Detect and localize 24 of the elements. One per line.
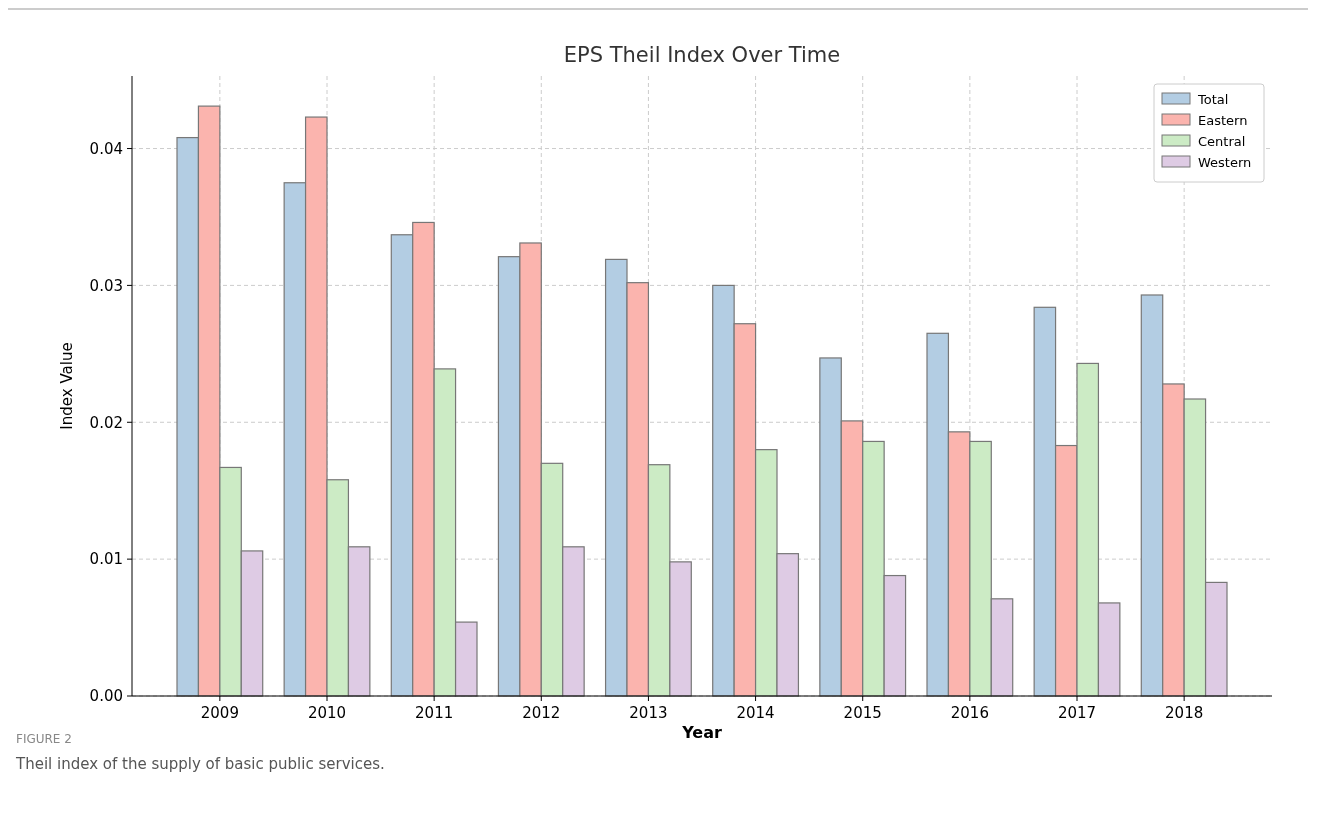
y-tick-label: 0.01 bbox=[89, 550, 123, 569]
x-tick-label: 2009 bbox=[200, 704, 239, 722]
legend-label: Western bbox=[1198, 154, 1252, 170]
x-tick-label: 2015 bbox=[843, 704, 882, 722]
x-tick-label: 2013 bbox=[629, 704, 668, 722]
y-tick-label: 0.04 bbox=[89, 139, 123, 158]
x-tick-label: 2010 bbox=[307, 704, 347, 722]
x-tick-label: 2014 bbox=[736, 704, 775, 722]
legend-label: Eastern bbox=[1198, 112, 1248, 128]
y-tick-label: 0.02 bbox=[89, 413, 123, 432]
x-tick-label: 2016 bbox=[950, 704, 989, 722]
x-tick-label: 2011 bbox=[415, 704, 454, 722]
x-tick-label: 2017 bbox=[1057, 704, 1097, 722]
legend-label: Total bbox=[1197, 91, 1229, 107]
y-axis-title: Index Value bbox=[58, 342, 76, 430]
legend-label: Central bbox=[1198, 133, 1246, 149]
text: Theil index of the supply of basic public services. bbox=[15, 755, 385, 773]
y-tick-label: 0.03 bbox=[89, 276, 123, 295]
y-tick-label: 0.00 bbox=[89, 687, 123, 706]
x-tick-label: 2018 bbox=[1165, 704, 1204, 722]
x-tick-label: 2012 bbox=[522, 704, 561, 722]
chart-title: EPS Theil Index Over Time bbox=[563, 43, 841, 67]
caption: FIGURE 2 bbox=[16, 732, 72, 746]
x-axis-title: Year bbox=[681, 723, 722, 742]
